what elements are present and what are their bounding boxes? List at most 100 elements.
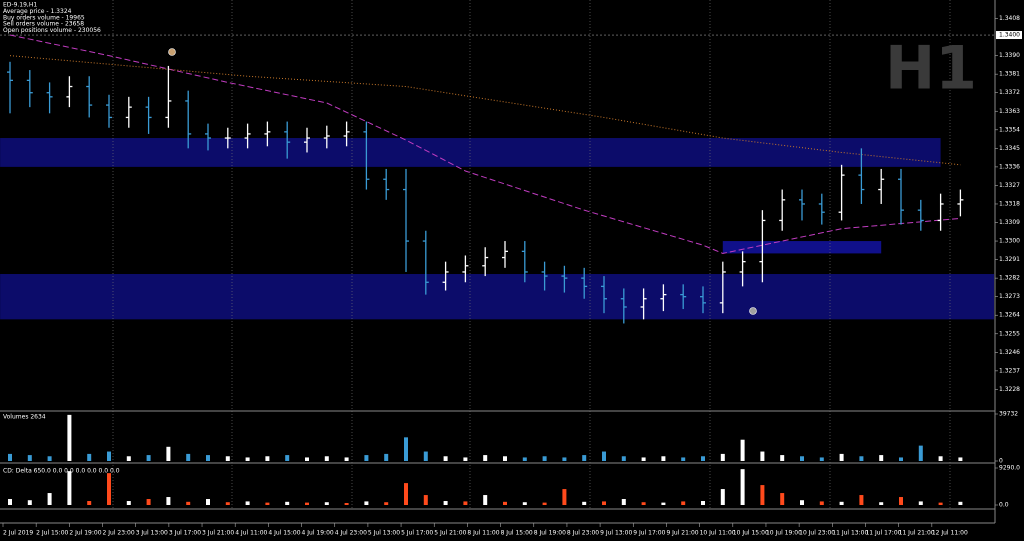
histogram-bar: [938, 502, 943, 505]
histogram-bar: [602, 501, 606, 505]
histogram-bar: [899, 497, 903, 505]
histogram-bar: [503, 501, 507, 505]
histogram-bar: [740, 469, 745, 505]
histogram-bar: [720, 453, 725, 461]
histogram-bar: [186, 501, 191, 505]
histogram-bar: [859, 495, 864, 505]
panel-title: Volumes 2634: [3, 414, 46, 421]
y-tick-label: 1.3255: [999, 330, 1020, 337]
info-line: Sell orders volume - 23658: [3, 21, 84, 28]
histogram-bar: [305, 502, 309, 505]
histogram-bar: [681, 501, 686, 505]
histogram-bar: [780, 455, 785, 461]
histogram-bar: [463, 501, 468, 505]
x-tick-label: 10 Jul 11:00: [700, 530, 736, 537]
histogram-bar: [503, 456, 507, 461]
x-tick-label: 8 Jul 19:00: [534, 530, 566, 537]
x-tick-label: 10 Jul 19:00: [766, 530, 802, 537]
histogram-bar: [839, 453, 844, 461]
x-tick-label: 3 Jul 13:00: [136, 530, 168, 537]
x-tick-label: 2 Jul 23:00: [103, 530, 135, 537]
histogram-bar: [819, 457, 824, 461]
histogram-bar: [621, 456, 626, 461]
price-zone: [722, 241, 882, 254]
histogram-bar: [107, 451, 111, 461]
histogram-bar: [918, 445, 923, 461]
histogram-bar: [285, 455, 290, 461]
y-tick-label: 1.3309: [999, 219, 1020, 226]
histogram-bar: [324, 502, 329, 505]
histogram-bar: [463, 457, 468, 461]
moving-average: [9, 34, 961, 254]
histogram-bar: [8, 453, 12, 461]
histogram-bar: [582, 501, 587, 505]
histogram-bar: [899, 457, 903, 461]
histogram-bar: [582, 455, 587, 461]
histogram-bar: [364, 501, 369, 505]
x-tick-label: 8 Jul 11:00: [467, 530, 499, 537]
panel-title: CD: Delta 650.0 0.0 0.0 0.0 0.0 0.0 0.0: [3, 468, 120, 475]
histogram-bar: [87, 501, 92, 505]
x-tick-label: 9 Jul 17:00: [633, 530, 665, 537]
y-tick-label: 1.3264: [999, 312, 1020, 319]
histogram-bar: [760, 451, 765, 461]
histogram-bar: [522, 502, 527, 505]
histogram-bar: [265, 456, 270, 461]
histogram-bar: [443, 456, 448, 461]
histogram-bar: [225, 456, 230, 461]
histogram-bar: [404, 437, 408, 461]
x-tick-label: 10 Jul 15:00: [733, 530, 769, 537]
x-tick-label: 5 Jul 21:00: [434, 530, 466, 537]
histogram-bar: [542, 502, 547, 505]
histogram-bar: [839, 501, 844, 505]
x-tick-label: 3 Jul 21:00: [202, 530, 234, 537]
info-line: ED-9.19,H1: [3, 2, 37, 9]
x-tick-label: 8 Jul 15:00: [501, 530, 533, 537]
info-line: Buy orders volume - 19965: [3, 14, 85, 21]
histogram-bar: [146, 499, 151, 505]
histogram-bar: [720, 489, 725, 505]
histogram-bar: [166, 497, 171, 505]
histogram-bar: [67, 471, 72, 505]
histogram-bar: [641, 457, 646, 461]
histogram-bar: [8, 499, 12, 505]
timeframe-watermark: H1: [885, 34, 977, 104]
histogram-bar: [206, 455, 210, 461]
histogram-bar: [166, 446, 171, 461]
x-tick-label: 4 Jul 23:00: [335, 530, 367, 537]
x-tick-label: 11 Jul 21:00: [899, 530, 935, 537]
histogram-bar: [27, 500, 32, 505]
zones: [0, 138, 995, 320]
histogram-bar: [443, 501, 448, 505]
histogram-bar: [641, 502, 646, 505]
histogram-bar: [760, 485, 765, 505]
histogram-bar: [681, 457, 686, 461]
histogram-bar: [701, 456, 705, 461]
y-tick-label: 1.3291: [999, 256, 1020, 263]
histogram-bar: [87, 453, 92, 461]
histogram-bar: [364, 455, 369, 461]
histogram-bar: [265, 502, 270, 505]
y-tick-label: 1.3318: [999, 200, 1020, 207]
histogram-bar: [800, 456, 804, 461]
y-tick-label: 1.3372: [999, 89, 1020, 96]
histogram-bar: [562, 489, 567, 505]
histogram-bar: [958, 457, 963, 461]
y-tick-label: 0: [999, 458, 1003, 465]
histogram-bar: [47, 456, 52, 461]
y-tick-label: 1.3363: [999, 108, 1020, 115]
y-tick-label: 1.3273: [999, 293, 1020, 300]
histogram-bar: [602, 451, 606, 461]
histogram-bar: [225, 502, 230, 505]
x-tick-label: 4 Jul 19:00: [302, 530, 334, 537]
x-tick-label: 11 Jul 17:00: [865, 530, 901, 537]
histogram-bar: [146, 455, 151, 461]
histogram-bar: [621, 499, 626, 505]
separators: [0, 0, 996, 524]
histogram-bar: [27, 455, 32, 461]
x-tick-label: 4 Jul 15:00: [268, 530, 300, 537]
histogram-bar: [107, 473, 111, 505]
